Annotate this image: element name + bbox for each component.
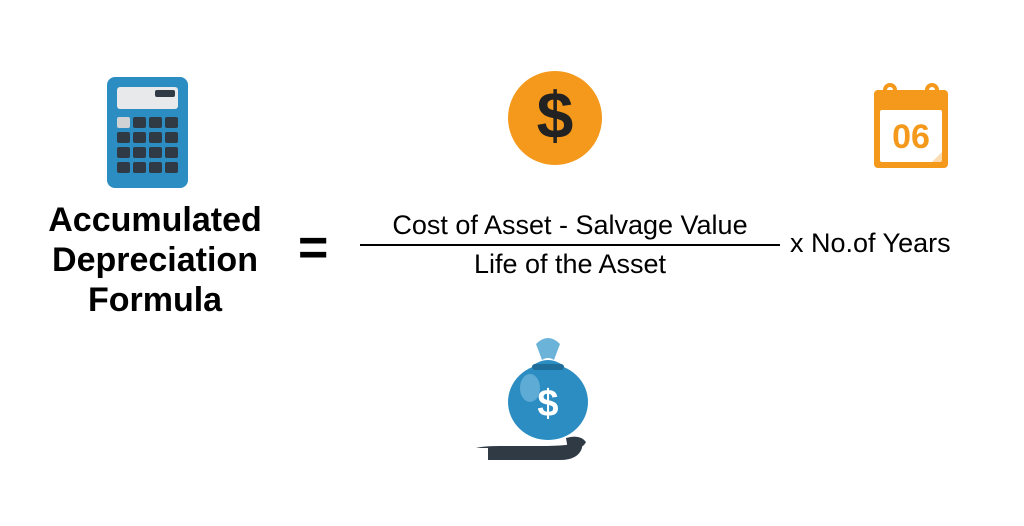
equals-sign: = bbox=[298, 218, 328, 278]
moneybag-glyph: $ bbox=[537, 383, 558, 425]
times-years: x No.of Years bbox=[790, 228, 951, 259]
formula-fraction: Cost of Asset - Salvage Value Life of th… bbox=[360, 210, 780, 280]
dollar-coin-icon: $ bbox=[505, 68, 605, 173]
fraction-numerator: Cost of Asset - Salvage Value bbox=[360, 210, 780, 244]
lhs-line1: Accumulated bbox=[25, 200, 285, 240]
moneybag-icon: $ bbox=[470, 330, 630, 485]
formula-lhs: Accumulated Depreciation Formula bbox=[25, 200, 285, 320]
fraction-denominator: Life of the Asset bbox=[360, 246, 780, 280]
lhs-line2: Depreciation bbox=[25, 240, 285, 280]
infographic-canvas: $ 06 $ bbox=[0, 0, 1024, 526]
calendar-icon: 06 bbox=[870, 80, 952, 177]
lhs-line3: Formula bbox=[25, 280, 285, 320]
calculator-icon bbox=[105, 75, 190, 190]
calendar-value: 06 bbox=[892, 118, 930, 156]
dollar-glyph: $ bbox=[537, 78, 574, 152]
